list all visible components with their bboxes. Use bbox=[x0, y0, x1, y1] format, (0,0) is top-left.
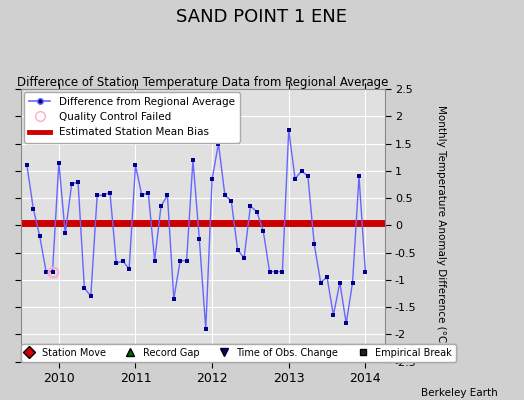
Legend: Station Move, Record Gap, Time of Obs. Change, Empirical Break: Station Move, Record Gap, Time of Obs. C… bbox=[20, 344, 456, 362]
Text: SAND POINT 1 ENE: SAND POINT 1 ENE bbox=[177, 8, 347, 26]
Y-axis label: Monthly Temperature Anomaly Difference (°C): Monthly Temperature Anomaly Difference (… bbox=[436, 105, 446, 346]
Text: Berkeley Earth: Berkeley Earth bbox=[421, 388, 498, 398]
Title: Difference of Station Temperature Data from Regional Average: Difference of Station Temperature Data f… bbox=[17, 76, 388, 89]
